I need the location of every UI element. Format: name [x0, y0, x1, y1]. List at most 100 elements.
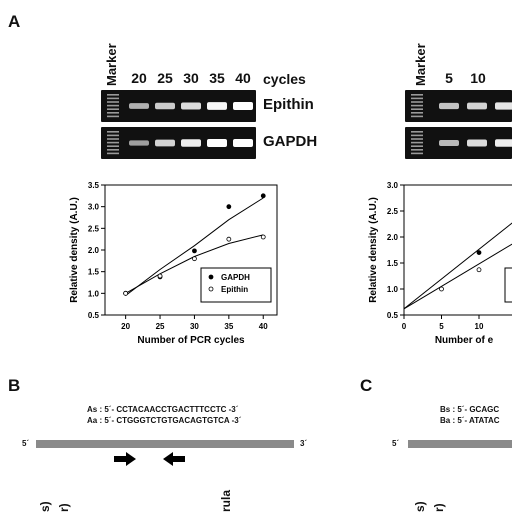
marker-ladder-band — [107, 97, 119, 100]
marker-ladder-band — [411, 131, 423, 133]
primer-ba: Ba : 5´- ATATAC — [440, 416, 500, 425]
marker-ladder-band — [411, 149, 423, 151]
bottom-label-c1: s) — [413, 501, 427, 512]
marker-ladder-band — [411, 97, 423, 100]
x-tick-label: 20 — [121, 322, 130, 331]
gel-right-bottom — [405, 127, 512, 159]
marker-ladder-band — [107, 101, 119, 103]
legend-label: GAPDH — [221, 273, 250, 282]
gel-band — [207, 102, 227, 110]
x-axis-label: Number of e — [435, 335, 494, 346]
lane-label: 30 — [183, 70, 199, 86]
panel-label-c: C — [360, 376, 373, 395]
gel-band — [233, 102, 253, 110]
legend-box — [504, 267, 512, 303]
primer-aa: Aa : 5´- CTGGGTCTGTGACAGTGTCA -3´ — [87, 416, 242, 425]
bottom-label-b1: s) — [38, 501, 52, 512]
x-tick-label: 35 — [224, 322, 233, 331]
lane-label: 20 — [131, 70, 147, 86]
marker-ladder-band — [107, 94, 119, 96]
gel-epithin — [101, 90, 256, 122]
gel-band — [467, 139, 487, 147]
marker-ladder-band — [107, 152, 119, 155]
y-tick-label: 0.5 — [88, 311, 100, 320]
end-5-c: 5´ — [392, 439, 400, 448]
marker-ladder-band — [107, 149, 119, 151]
gel-right-top — [405, 90, 512, 122]
x-tick-label: 5 — [439, 322, 444, 331]
x-tick-label: 10 — [475, 322, 484, 331]
gel-band — [129, 103, 149, 109]
gel-band — [467, 102, 487, 110]
y-tick-label: 2.0 — [387, 233, 399, 242]
data-point — [476, 250, 482, 255]
gel-band — [155, 102, 175, 110]
marker-ladder-band — [107, 131, 119, 133]
gene-label-gapdh: GAPDH — [263, 133, 318, 150]
data-point — [192, 256, 197, 262]
gel-band — [439, 102, 459, 110]
fit-line — [125, 197, 264, 296]
y-tick-label: 1.0 — [88, 289, 100, 298]
data-point — [226, 236, 232, 242]
marker-label-left: Marker — [104, 43, 119, 86]
x-axis-label: Number of PCR cycles — [137, 335, 245, 346]
data-point — [157, 273, 163, 279]
marker-ladder-band — [107, 108, 119, 110]
y-axis-label: Relative density (A.U.) — [368, 197, 379, 303]
data-point — [192, 248, 197, 254]
marker-ladder-band — [107, 141, 119, 144]
marker-ladder-band — [107, 134, 119, 137]
marker-ladder-band — [107, 112, 119, 114]
data-point — [123, 290, 129, 296]
panel-label-a: A — [8, 12, 21, 31]
x-tick-label: 0 — [402, 322, 407, 331]
legend-box — [200, 267, 272, 303]
marker-ladder-band — [107, 104, 119, 107]
legend-label: Epithin — [221, 285, 248, 294]
data-point — [439, 286, 444, 292]
y-tick-label: 1.0 — [387, 285, 399, 294]
primer-bs: Bs : 5´- GCAGC — [440, 405, 500, 414]
y-tick-label: 3.0 — [88, 203, 100, 212]
data-point — [226, 204, 232, 210]
marker-ladder-band — [107, 138, 119, 140]
legend-marker — [208, 274, 214, 280]
marker-ladder-band — [411, 145, 423, 147]
marker-ladder-band — [411, 104, 423, 107]
y-tick-label: 3.0 — [387, 181, 399, 190]
data-point — [476, 267, 482, 273]
x-tick-label: 30 — [190, 322, 199, 331]
marker-ladder-band — [411, 94, 423, 96]
lane-label: 40 — [235, 70, 251, 86]
gel-band — [495, 102, 512, 110]
lane-label: 35 — [209, 70, 225, 86]
gene-bar-b — [36, 440, 294, 448]
chart-left: 0.5 1.0 1.5 2.0 2.5 3.0 3.5 20 25 30 35 40 Number of… — [69, 181, 278, 346]
cycles-label: cycles — [263, 71, 306, 87]
marker-ladder-band — [411, 108, 423, 110]
primer-as: As : 5´- CCTACAACCTGACTTTCCTC -3´ — [87, 405, 239, 414]
fit-line — [403, 243, 512, 310]
gene-bar-c — [408, 440, 512, 448]
arrow-forward-icon — [114, 452, 136, 466]
data-point — [260, 234, 266, 240]
gel-band — [181, 139, 201, 147]
lane-label: 10 — [470, 70, 486, 86]
fit-line — [403, 222, 512, 310]
y-axis-label: Relative density (A.U.) — [69, 197, 80, 303]
end-5-b: 5´ — [22, 439, 30, 448]
gel-band — [181, 102, 201, 110]
marker-ladder-band — [411, 115, 423, 118]
y-tick-label: 3.5 — [88, 181, 100, 190]
marker-ladder-band — [411, 141, 423, 144]
gel-band — [207, 139, 227, 147]
marker-ladder-band — [107, 115, 119, 118]
y-tick-label: 1.5 — [88, 268, 100, 277]
marker-ladder-band — [411, 138, 423, 140]
gel-band — [155, 139, 175, 147]
plot-frame — [403, 184, 512, 316]
gel-band — [439, 140, 459, 146]
x-tick-label: 25 — [156, 322, 165, 331]
chart-right: 0.5 1.0 1.5 2.0 2.5 3.0 0 5 10 Number of e Relativ… — [368, 181, 512, 346]
